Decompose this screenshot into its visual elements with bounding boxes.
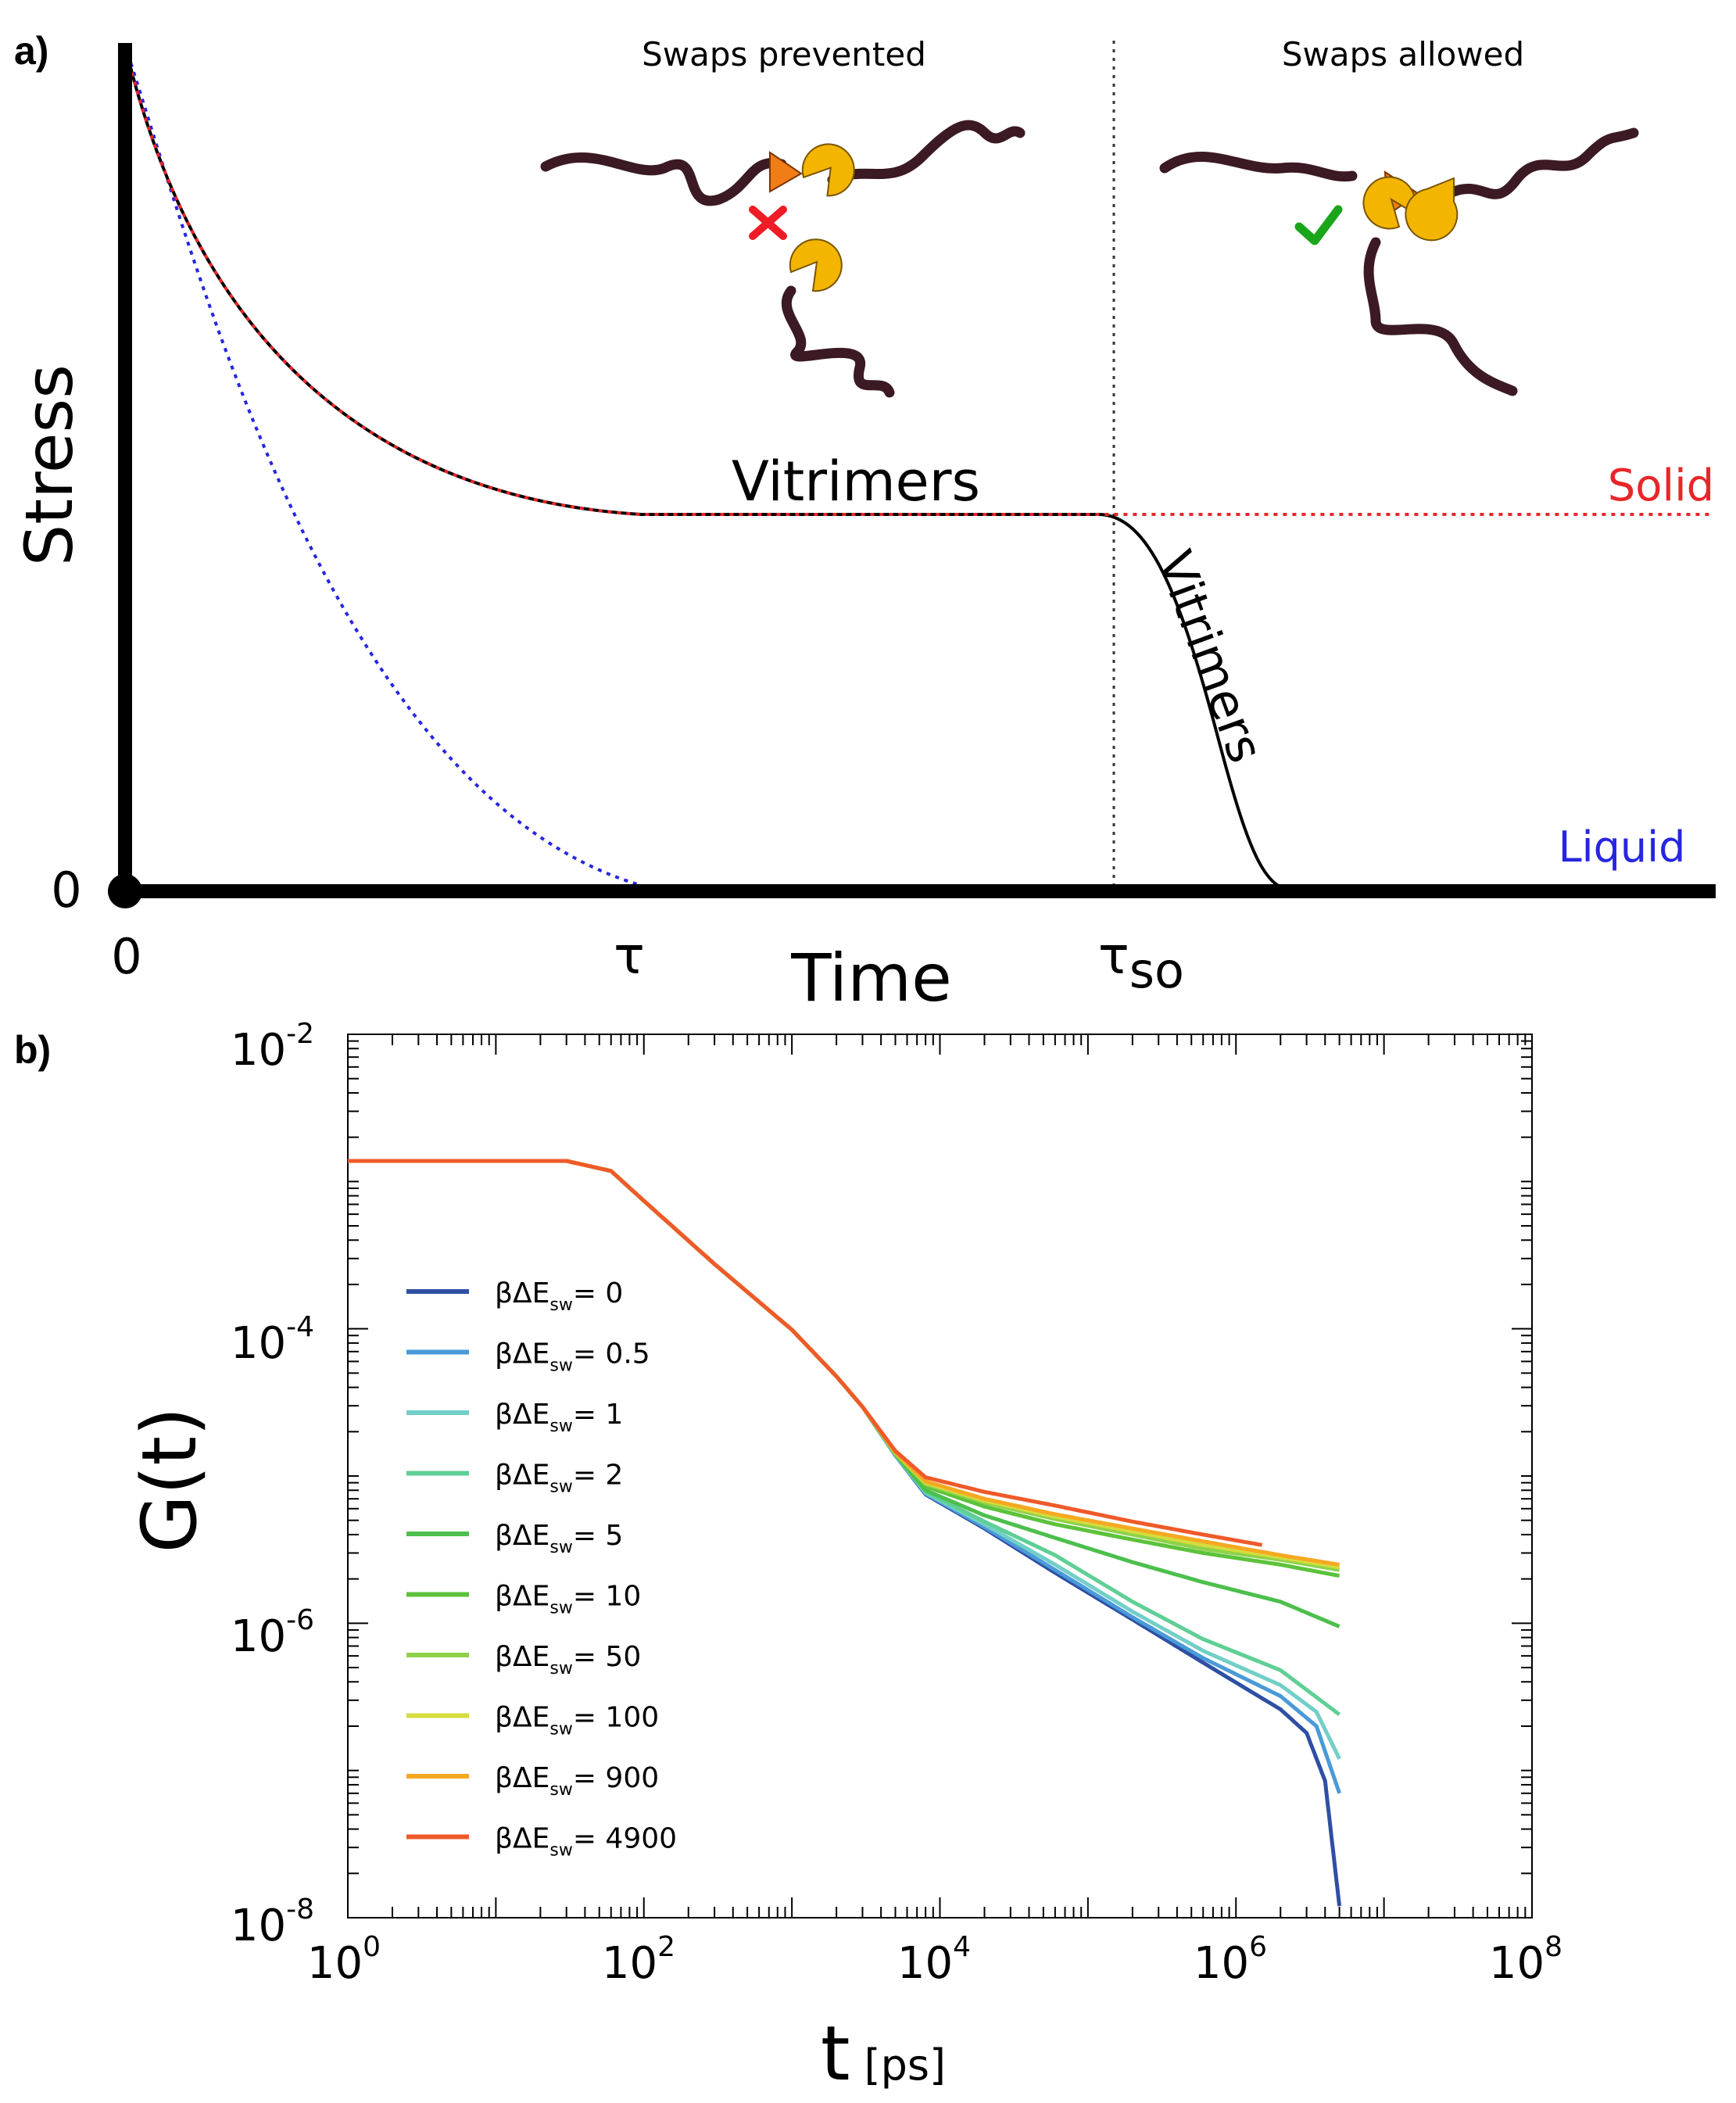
legend-prefix: βΔE bbox=[495, 1460, 549, 1492]
series-lines bbox=[348, 1159, 1342, 1907]
tau-subscript: so bbox=[1129, 942, 1184, 999]
y-tick-zero: 0 bbox=[51, 862, 81, 919]
legend-prefix: βΔE bbox=[495, 1520, 549, 1552]
x-tick-origin: 0 bbox=[111, 928, 141, 985]
stress-axis-label: Stress bbox=[11, 364, 88, 566]
plot-area bbox=[347, 1034, 1533, 1918]
y-tick-label: 10-6 bbox=[231, 1604, 314, 1662]
legend-entry: βΔEsw= 1 bbox=[495, 1399, 623, 1436]
polymer-chain bbox=[1448, 127, 1639, 199]
legend-sub: sw bbox=[549, 1417, 572, 1436]
legend-value: = 0 bbox=[573, 1277, 624, 1309]
x-tick-labels: 100 102 104 106 108 bbox=[307, 1931, 1562, 1989]
legend-value: = 50 bbox=[573, 1641, 641, 1673]
liquid-label: Liquid bbox=[1559, 822, 1686, 872]
pacman-end-group bbox=[1362, 176, 1416, 230]
cross-icon bbox=[749, 206, 787, 240]
series-line-5 bbox=[348, 1159, 1340, 1628]
tau-symbol: τ bbox=[1098, 926, 1129, 986]
legend-entry: βΔEsw= 4900 bbox=[495, 1823, 677, 1861]
series-line-4900 bbox=[348, 1159, 1262, 1547]
y-tick-labels: 10-2 10-4 10-6 10-8 bbox=[231, 1018, 314, 1951]
pacman-end-group bbox=[801, 143, 855, 197]
x-tick-label: 106 bbox=[1194, 1931, 1267, 1989]
minor-ticks bbox=[348, 1034, 1532, 1918]
legend-sub: sw bbox=[549, 1841, 572, 1861]
x-tick-label: 100 bbox=[307, 1931, 381, 1989]
series-line-2 bbox=[348, 1159, 1341, 1717]
vitrimers-plateau-label: Vitrimers bbox=[732, 450, 980, 514]
legend-sub: sw bbox=[549, 1659, 572, 1678]
legend-sub: sw bbox=[549, 1478, 572, 1497]
legend-sub: sw bbox=[549, 1295, 572, 1315]
polymer-chain bbox=[540, 152, 787, 206]
legend-value: = 4900 bbox=[573, 1823, 677, 1855]
swaps-prevented-illustration bbox=[540, 120, 1025, 398]
polymer-chain bbox=[1159, 152, 1358, 182]
y-tick-label: 10-4 bbox=[231, 1311, 314, 1369]
polymer-chain bbox=[827, 120, 1025, 185]
legend-entry: βΔEsw= 2 bbox=[495, 1460, 623, 1497]
legend-sub: sw bbox=[549, 1356, 572, 1376]
legend-entry: βΔEsw= 100 bbox=[495, 1702, 659, 1739]
y-tick-label: 10-8 bbox=[231, 1893, 314, 1951]
polymer-chain bbox=[1363, 237, 1518, 396]
solid-label: Solid bbox=[1608, 460, 1714, 511]
x-tick-tau-so: τso bbox=[1098, 926, 1184, 999]
triangle-end-group bbox=[769, 151, 803, 193]
pacman-end-group bbox=[789, 238, 843, 292]
x-tick-label: 104 bbox=[897, 1931, 971, 1989]
legend-prefix: βΔE bbox=[495, 1702, 549, 1734]
legend-entry: βΔEsw= 0.5 bbox=[495, 1338, 650, 1376]
pacman-end-group bbox=[1405, 177, 1459, 242]
legend-entry: βΔEsw= 50 bbox=[495, 1641, 641, 1678]
legend-prefix: βΔE bbox=[495, 1338, 549, 1370]
legend-entry: βΔEsw= 0 bbox=[495, 1277, 623, 1315]
swaps-prevented-label: Swaps prevented bbox=[642, 35, 926, 73]
legend-value: = 0.5 bbox=[573, 1338, 650, 1370]
legend-entry: βΔEsw= 900 bbox=[495, 1762, 659, 1800]
legend-prefix: βΔE bbox=[495, 1823, 549, 1855]
legend-entry: βΔEsw= 5 bbox=[495, 1520, 623, 1557]
panel-a: a) Swaps prevented Swaps allowed bbox=[11, 29, 1716, 1016]
x-tick-label: 102 bbox=[602, 1931, 675, 1989]
y-tick-label: 10-2 bbox=[231, 1018, 314, 1076]
panel-b-label: b) bbox=[14, 1028, 51, 1072]
legend-prefix: βΔE bbox=[495, 1641, 549, 1673]
legend-value: = 1 bbox=[573, 1399, 624, 1431]
origin-dot bbox=[108, 874, 142, 908]
panel-b: b) 100 102 104 106 108 10-2 10-4 10-6 10… bbox=[14, 1018, 1562, 2098]
swaps-allowed-illustration bbox=[1159, 127, 1639, 396]
legend-sub: sw bbox=[549, 1720, 572, 1739]
major-ticks bbox=[347, 1034, 1532, 1918]
check-icon bbox=[1294, 205, 1343, 245]
t-axis-label: t [ps] bbox=[821, 2010, 946, 2098]
polymer-chain bbox=[781, 285, 895, 398]
solid-curve bbox=[123, 45, 1712, 516]
legend-prefix: βΔE bbox=[495, 1399, 549, 1431]
vitrimers-drop-label: Vitrimers bbox=[1146, 543, 1275, 770]
time-axis-label: Time bbox=[790, 940, 952, 1016]
legend-prefix: βΔE bbox=[495, 1762, 549, 1794]
t-axis-symbol: t bbox=[821, 2010, 850, 2098]
legend-value: = 10 bbox=[573, 1581, 641, 1613]
x-tick-tau: τ bbox=[614, 926, 645, 986]
legend-sub: sw bbox=[549, 1599, 572, 1618]
g-axis-label: G(t) bbox=[126, 1407, 213, 1553]
panel-a-label: a) bbox=[14, 29, 48, 73]
legend-value: = 5 bbox=[573, 1520, 624, 1552]
legend-sub: sw bbox=[549, 1780, 572, 1800]
legend-value: = 900 bbox=[573, 1762, 659, 1794]
x-tick-label: 108 bbox=[1489, 1931, 1562, 1989]
swaps-allowed-label: Swaps allowed bbox=[1282, 35, 1524, 73]
legend-sub: sw bbox=[549, 1538, 572, 1557]
legend-prefix: βΔE bbox=[495, 1277, 549, 1309]
legend-entry: βΔEsw= 10 bbox=[495, 1581, 641, 1618]
legend-prefix: βΔE bbox=[495, 1581, 549, 1613]
t-axis-unit: [ps] bbox=[864, 2040, 947, 2090]
legend-value: = 100 bbox=[573, 1702, 659, 1734]
legend-value: = 2 bbox=[573, 1460, 624, 1492]
